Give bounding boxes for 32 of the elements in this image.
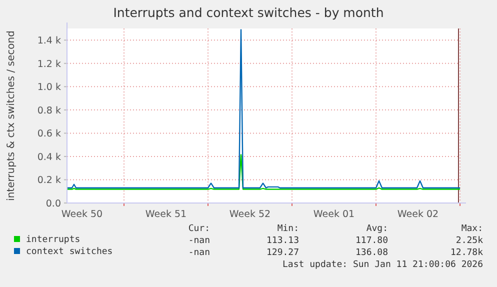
text: 136.08: [355, 248, 388, 258]
text: Min:: [277, 224, 299, 234]
y-tick-label: 0.0: [46, 198, 61, 210]
text: Cur:: [188, 224, 210, 234]
y-tick-label: 0.6 k: [37, 128, 62, 140]
x-tick-label: Week 01: [313, 209, 355, 220]
legend-label: context switches: [26, 247, 113, 257]
x-tick-label: Week 50: [61, 209, 103, 220]
x-tick-label: Week 02: [397, 209, 439, 220]
y-tick-label: 0.2 k: [37, 175, 62, 186]
legend-label: interrupts: [26, 235, 80, 245]
y-tick-label: 1.0 k: [37, 82, 62, 94]
y-tick-label: 1.4 k: [37, 36, 62, 47]
text: Max:: [461, 224, 483, 234]
y-tick-label: 0.4 k: [37, 152, 62, 163]
x-tick-label: Week 52: [229, 209, 271, 220]
line-series: [66, 29, 461, 188]
chart-title: Interrupts and context switches - by month: [113, 5, 384, 20]
line-series: [66, 154, 461, 190]
y-tick-label: 0.8 k: [37, 105, 62, 116]
text: 113.13: [266, 236, 299, 246]
y-axis-title: interrupts & ctx switches / second: [6, 30, 17, 201]
text: 117.80: [355, 236, 388, 246]
x-tick-label: Week 51: [145, 209, 187, 220]
text: Avg:: [366, 224, 388, 234]
y-tick-label: 1.2 k: [37, 58, 62, 70]
text: 129.27: [266, 248, 299, 258]
text: 2.25k: [456, 236, 484, 246]
text: -nan: [188, 248, 210, 258]
text: Last update: Sun Jan 11 21:00:06 2026: [282, 260, 483, 270]
text: 12.78k: [450, 248, 484, 258]
text: -nan: [188, 236, 210, 246]
